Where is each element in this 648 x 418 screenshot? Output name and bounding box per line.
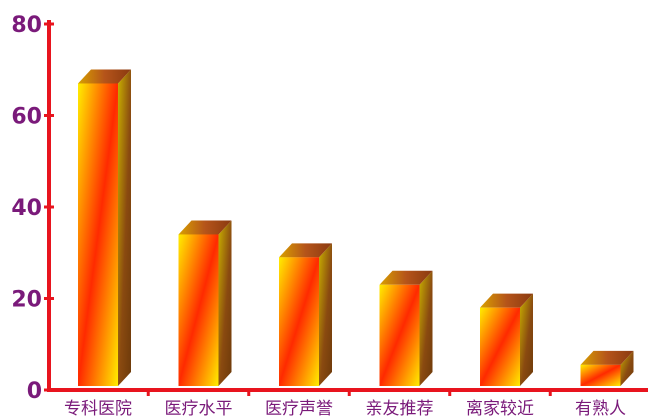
bar-1	[78, 69, 131, 386]
y-tick-label: 0	[27, 379, 42, 404]
x-tick-label: 医疗声誉	[265, 399, 333, 418]
bar-top-face	[580, 350, 634, 365]
bar-top-face	[480, 293, 533, 308]
x-tick-label: 医疗水平	[165, 399, 233, 418]
x-tick-label: 离家较近	[466, 399, 534, 418]
bar-side-face	[419, 270, 433, 386]
bar-3	[279, 243, 332, 386]
bar-top-face	[178, 220, 232, 235]
axes-group	[44, 20, 648, 396]
bar-front-face	[78, 83, 118, 386]
y-tick-label: 60	[11, 105, 42, 130]
x-tick-label: 有熟人	[575, 398, 626, 418]
bar-4	[379, 270, 433, 386]
bar-2	[178, 220, 232, 386]
bar-top-face	[78, 69, 131, 84]
bar-5	[480, 293, 533, 386]
bar-side-face	[520, 293, 533, 386]
bar-top-face	[279, 243, 332, 258]
bar-front-face	[279, 257, 319, 386]
bar-front-face	[178, 234, 219, 386]
bars-group	[78, 69, 634, 386]
y-tick-label: 80	[11, 13, 42, 38]
bar-6	[580, 350, 634, 386]
bar-side-face	[620, 350, 634, 386]
bar-side-face	[218, 220, 232, 386]
bar-top-face	[379, 270, 433, 285]
bar-front-face	[580, 364, 621, 386]
y-tick-label: 20	[11, 288, 42, 313]
bar-side-face	[319, 243, 332, 386]
y-ticks-group: 0 20 40 60 80	[11, 13, 42, 404]
x-ticks-group: 专科医院 医疗水平 医疗声誉 亲友推荐 离家较近 有熟人	[64, 398, 626, 418]
x-tick-label: 亲友推荐	[366, 399, 434, 418]
y-tick-label: 40	[11, 196, 42, 221]
bar-side-face	[118, 69, 131, 386]
bar-front-face	[480, 307, 520, 386]
x-tick-label: 专科医院	[64, 399, 132, 418]
bar-front-face	[379, 284, 420, 386]
